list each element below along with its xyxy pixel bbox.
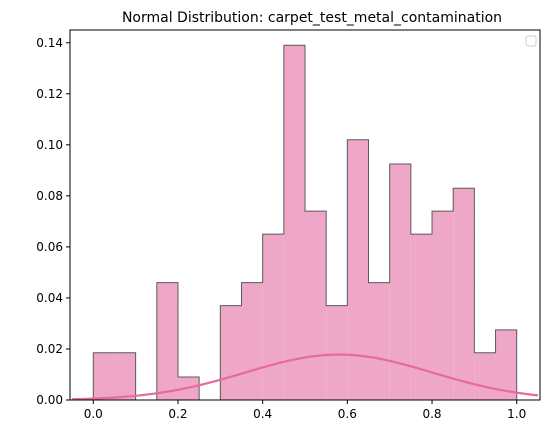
x-tick-label: 1.0 <box>507 407 526 421</box>
y-tick-label: 0.12 <box>36 87 63 101</box>
plot-frame <box>69 29 541 401</box>
histogram-bar-14 <box>389 163 411 400</box>
x-tick-label: 0.4 <box>253 407 272 421</box>
y-tick-label: 0.02 <box>36 342 63 356</box>
histogram-bar-17 <box>453 188 475 400</box>
x-tick-label: 0.2 <box>168 407 187 421</box>
histogram-outline <box>92 44 518 401</box>
histogram-bar-12 <box>347 139 369 401</box>
x-tick-label: 0.6 <box>338 407 357 421</box>
x-tick-label: 0.0 <box>84 407 103 421</box>
histogram-bar-8 <box>262 234 284 400</box>
histogram-bar-15 <box>410 234 433 400</box>
y-axis-ticks: 0.00 0.02 0.04 0.06 0.08 0.10 0.12 0.14 <box>36 36 70 407</box>
histogram-bar-3 <box>156 282 178 400</box>
histogram-bars <box>93 45 517 401</box>
histogram-bar-16 <box>432 211 454 400</box>
y-tick-label: 0.00 <box>36 393 63 407</box>
histogram-bar-1 <box>114 352 136 400</box>
histogram-bar-11 <box>326 305 348 400</box>
x-tick-label: 0.8 <box>422 407 441 421</box>
legend-box <box>525 35 537 47</box>
x-axis-ticks: 0.0 0.2 0.4 0.6 0.8 1.0 <box>84 400 526 421</box>
histogram-bar-6 <box>220 305 242 400</box>
y-tick-label: 0.04 <box>36 291 63 305</box>
histogram-bar-18 <box>474 352 496 400</box>
y-tick-label: 0.08 <box>36 189 63 203</box>
histogram-bar-7 <box>241 282 263 400</box>
histogram-bar-9 <box>283 45 305 401</box>
histogram-bar-0 <box>93 352 115 400</box>
histogram-bar-10 <box>305 211 327 400</box>
y-tick-label: 0.06 <box>36 240 63 254</box>
histogram-bar-13 <box>368 282 390 400</box>
chart-title: Normal Distribution: carpet_test_metal_c… <box>122 10 502 26</box>
y-tick-label: 0.10 <box>36 138 63 152</box>
y-tick-label: 0.14 <box>36 36 63 50</box>
normal-curve-line <box>72 353 538 401</box>
histogram-bar-19 <box>495 329 517 400</box>
